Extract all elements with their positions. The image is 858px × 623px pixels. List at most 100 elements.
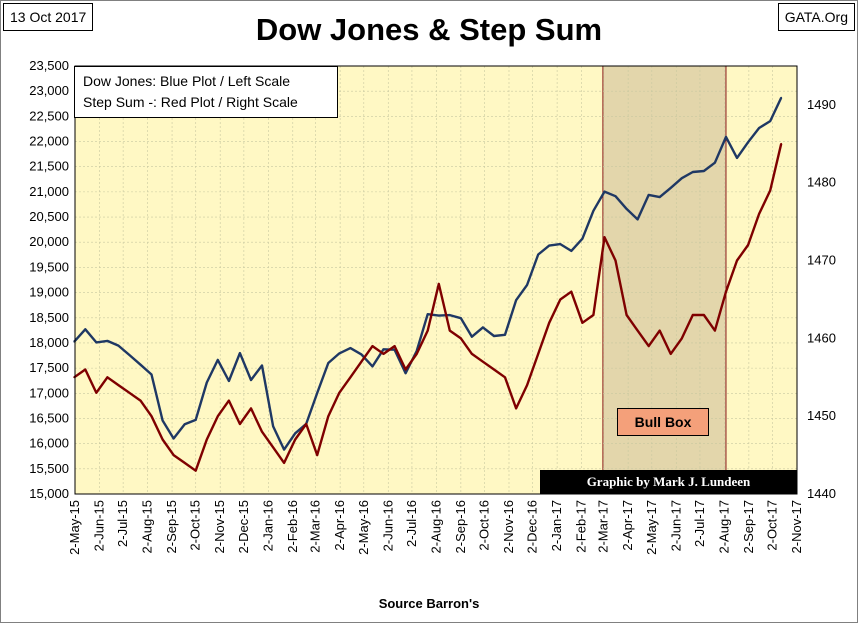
x-tick-label: 2-Sep-15 <box>164 500 179 553</box>
series-lines <box>73 96 783 472</box>
left-tick-label: 23,000 <box>29 83 69 98</box>
step-sum-point <box>592 314 595 316</box>
step-sum-point <box>371 345 374 347</box>
dow-jones-point <box>570 250 573 252</box>
dow-jones-point <box>371 365 374 368</box>
dow-jones-point <box>205 381 208 384</box>
x-tick-label: 2-Jul-16 <box>404 500 419 547</box>
dow-jones-point <box>603 190 606 193</box>
step-sum-point <box>393 345 396 347</box>
dow-jones-point <box>349 347 352 349</box>
step-sum-point <box>636 329 639 332</box>
dow-jones-point <box>437 314 440 317</box>
x-axis-ticks: 2-May-15 2-Jun-15 2-Jul-15 2-Aug-15 2-Sep-15… <box>67 500 804 555</box>
x-tick-label: 2-Nov-16 <box>501 500 516 553</box>
step-sum-point <box>338 391 341 394</box>
dow-jones-point <box>482 326 484 329</box>
dow-jones-point <box>338 352 341 355</box>
dow-jones-point <box>548 244 551 247</box>
dow-jones-point <box>128 354 131 356</box>
right-axis-ticks: 1440 1450 1460 1470 1480 1490 <box>807 97 836 501</box>
step-sum-point <box>415 353 418 355</box>
dow-jones-point <box>117 344 120 347</box>
left-tick-label: 18,000 <box>29 335 69 350</box>
right-tick-label: 1460 <box>807 330 836 345</box>
left-tick-label: 21,500 <box>29 159 69 174</box>
x-tick-label: 2-Jun-16 <box>380 500 395 551</box>
dow-jones-point <box>327 362 330 364</box>
dow-jones-point <box>294 432 297 435</box>
x-tick-label: 2-Aug-16 <box>428 500 443 553</box>
x-tick-label: 2-Jun-15 <box>91 500 106 551</box>
dow-jones-point <box>614 195 617 198</box>
left-tick-label: 15,500 <box>29 461 69 476</box>
x-tick-label: 2-Sep-17 <box>741 500 756 553</box>
right-tick-label: 1450 <box>807 408 836 423</box>
step-sum-point <box>448 329 451 332</box>
step-sum-point <box>327 415 330 418</box>
x-tick-label: 2-Mar-17 <box>596 500 611 553</box>
dow-jones-point <box>139 363 142 366</box>
left-tick-label: 16,000 <box>29 436 69 451</box>
dow-jones-point <box>725 136 727 138</box>
x-tick-label: 2-Nov-15 <box>212 500 227 553</box>
left-tick-label: 19,500 <box>29 259 69 274</box>
x-tick-label: 2-Jul-17 <box>692 500 707 547</box>
date-label: 13 Oct 2017 <box>3 3 94 31</box>
right-tick-label: 1490 <box>807 97 836 112</box>
x-tick-label: 2-Aug-17 <box>716 500 731 553</box>
step-sum-point <box>526 384 528 386</box>
chart-title: Dow Jones & Step Sum <box>255 12 603 47</box>
dow-jones-point <box>658 196 661 199</box>
step-sum-point <box>261 430 263 433</box>
dow-jones-point <box>769 120 772 122</box>
step-sum-point <box>194 469 197 472</box>
dow-jones-point <box>471 335 473 338</box>
step-sum-point <box>703 314 705 316</box>
left-tick-label: 16,500 <box>29 410 69 425</box>
x-tick-label: 2-Jan-16 <box>260 500 275 551</box>
right-tick-label: 1470 <box>807 253 836 268</box>
left-tick-label: 20,500 <box>29 209 69 224</box>
dow-jones-point <box>172 437 175 440</box>
dow-jones-point <box>84 328 87 331</box>
dow-jones-point <box>250 379 252 381</box>
left-tick-label: 22,000 <box>29 134 69 149</box>
step-sum-point <box>658 329 661 332</box>
source-label: GATA.Org <box>777 3 855 31</box>
step-sum-point <box>603 236 606 239</box>
dow-jones-point <box>780 96 783 99</box>
step-sum-point <box>625 314 628 316</box>
right-tick-label: 1480 <box>807 175 836 190</box>
step-sum-point <box>482 360 484 363</box>
x-tick-label: 2-Aug-15 <box>140 500 155 553</box>
dow-jones-point <box>504 333 506 336</box>
left-tick-label: 20,000 <box>29 234 69 249</box>
dow-jones-point <box>625 208 628 210</box>
step-sum-point <box>515 407 517 410</box>
step-sum-point <box>493 368 495 371</box>
step-sum-point <box>725 290 727 293</box>
step-sum-point <box>404 368 407 371</box>
dow-jones-point <box>426 313 429 316</box>
dow-jones-point <box>382 348 385 351</box>
dow-jones-point <box>581 237 584 240</box>
dow-jones-point <box>559 243 562 246</box>
step-sum-point <box>581 321 584 324</box>
x-tick-label: 2-Oct-16 <box>477 500 492 551</box>
x-tick-label: 2-Dec-16 <box>525 500 540 553</box>
x-tick-label: 2-Oct-15 <box>188 500 203 551</box>
dow-jones-point <box>404 372 407 375</box>
step-sum-point <box>172 454 175 456</box>
x-tick-label: 2-Nov-17 <box>789 500 804 553</box>
dow-jones-point <box>680 177 683 180</box>
step-sum-point <box>95 391 98 394</box>
step-sum-point <box>537 353 540 355</box>
x-tick-label: 2-Oct-17 <box>765 500 780 551</box>
x-axis-title: Source Barron's <box>378 596 480 611</box>
dow-jones-point <box>647 194 650 196</box>
step-sum-point <box>272 446 274 449</box>
credit-label: Graphic by Mark J. Lundeen <box>540 470 797 494</box>
step-sum-point <box>647 345 650 347</box>
dow-jones-point <box>747 141 749 144</box>
